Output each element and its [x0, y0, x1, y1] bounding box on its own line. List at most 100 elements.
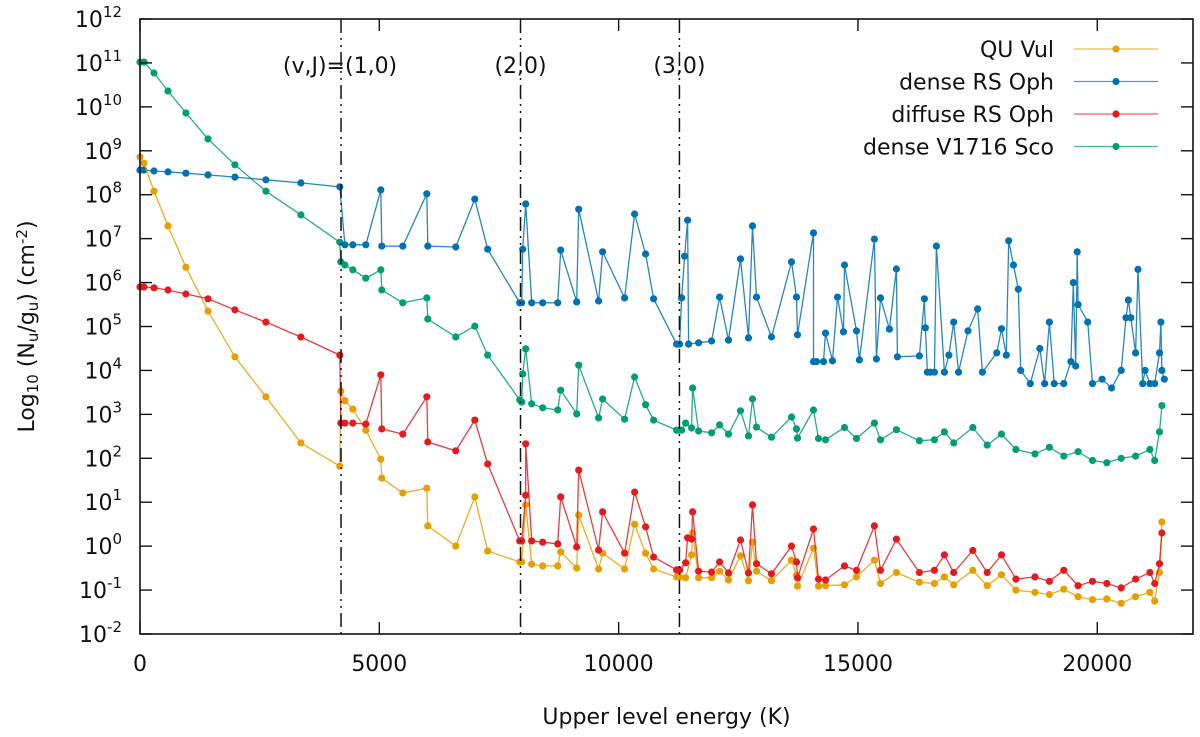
- vertical-lines: (v,J)=(1,0) (2,0) (3,0): [283, 19, 706, 634]
- data-point: [1103, 579, 1111, 588]
- y-tick-label: 101: [84, 486, 122, 516]
- data-point: [599, 508, 607, 516]
- y-tick-exponent: 10: [103, 91, 122, 109]
- data-point: [752, 423, 761, 431]
- y-tick-label: 10-1: [79, 574, 122, 604]
- data-point: [940, 573, 949, 581]
- data-point: [528, 299, 536, 307]
- data-point: [522, 440, 530, 448]
- data-point: [1151, 380, 1159, 388]
- data-point: [876, 294, 885, 302]
- legend-label: diffuse RS Oph: [891, 103, 1054, 128]
- data-point: [744, 334, 753, 342]
- data-point: [1031, 573, 1039, 581]
- data-point: [748, 501, 757, 509]
- data-point: [642, 523, 650, 531]
- data-point: [748, 222, 757, 230]
- data-point: [1026, 380, 1034, 388]
- data-point: [767, 570, 776, 578]
- data-point: [792, 558, 801, 566]
- data-point: [642, 401, 650, 409]
- data-point: [231, 161, 239, 169]
- y-tick-base: 10: [84, 228, 112, 253]
- data-point: [378, 286, 386, 294]
- data-point: [1155, 349, 1164, 357]
- data-point: [983, 582, 991, 590]
- data-point: [575, 466, 583, 474]
- data-point: [930, 436, 939, 444]
- data-point: [688, 424, 696, 432]
- data-point: [828, 357, 837, 365]
- data-point: [522, 200, 530, 208]
- y-tick-exponent: 8: [112, 179, 122, 197]
- data-point: [1060, 452, 1068, 460]
- data-point: [262, 187, 270, 195]
- data-point: [1060, 380, 1068, 388]
- data-point: [1074, 582, 1082, 590]
- data-point: [870, 556, 879, 564]
- data-point: [724, 576, 733, 584]
- data-point: [682, 574, 690, 582]
- legend-swatch-marker: [1112, 45, 1120, 53]
- data-point: [297, 439, 305, 447]
- data-point: [840, 261, 849, 269]
- data-point: [767, 577, 776, 585]
- data-point: [231, 173, 239, 181]
- data-point: [1103, 595, 1111, 603]
- data-point: [1134, 265, 1142, 273]
- data-point: [1017, 366, 1025, 374]
- data-point: [399, 430, 407, 438]
- data-point: [399, 299, 407, 307]
- data-point: [885, 325, 894, 333]
- data-point: [833, 293, 842, 301]
- data-point: [1160, 375, 1168, 383]
- x-tick-label: 10000: [584, 652, 654, 677]
- data-point: [915, 578, 924, 586]
- data-point: [688, 535, 696, 543]
- data-point: [708, 568, 716, 576]
- y-tick-base: 10: [84, 272, 112, 297]
- data-point: [1084, 318, 1092, 326]
- data-point: [1146, 445, 1154, 454]
- data-point: [950, 318, 958, 326]
- data-point: [539, 538, 547, 546]
- x-tick-label: 20000: [1062, 652, 1132, 677]
- data-point: [736, 552, 745, 560]
- data-point: [518, 299, 526, 307]
- data-point: [522, 491, 530, 499]
- legend-item: QU Vul: [980, 38, 1158, 63]
- data-point: [518, 537, 526, 545]
- y-tick-base: 10: [79, 579, 107, 604]
- data-point: [1151, 456, 1159, 465]
- legend: QU Vul dense RS Oph diffuse RS Oph dense V1…: [863, 38, 1158, 161]
- data-point: [852, 566, 861, 574]
- data-point: [575, 361, 583, 369]
- data-point: [809, 525, 818, 533]
- data-point: [341, 419, 349, 427]
- data-point: [684, 216, 692, 224]
- data-point: [1088, 380, 1097, 388]
- data-point: [1045, 590, 1053, 599]
- data-point: [1117, 599, 1125, 607]
- data-point: [522, 501, 530, 509]
- y-label-open: (N: [15, 342, 40, 374]
- data-point: [724, 430, 733, 438]
- data-point: [423, 393, 431, 401]
- data-point: [892, 568, 901, 577]
- data-point: [164, 168, 172, 176]
- data-point: [930, 579, 939, 588]
- data-point: [1127, 314, 1135, 322]
- data-point: [1073, 248, 1081, 256]
- data-point: [1117, 584, 1125, 592]
- data-point: [599, 395, 607, 403]
- data-point: [424, 242, 432, 250]
- data-point: [1060, 585, 1068, 593]
- y-axis: 1012101110101091081071061051041031021011…: [75, 3, 1193, 648]
- data-point: [452, 447, 460, 455]
- data-point: [821, 436, 830, 444]
- data-point: [262, 318, 270, 326]
- y-tick-exponent: 12: [103, 3, 122, 21]
- y-tick-label: 100: [84, 530, 122, 560]
- data-point: [892, 426, 901, 434]
- data-point: [336, 462, 344, 470]
